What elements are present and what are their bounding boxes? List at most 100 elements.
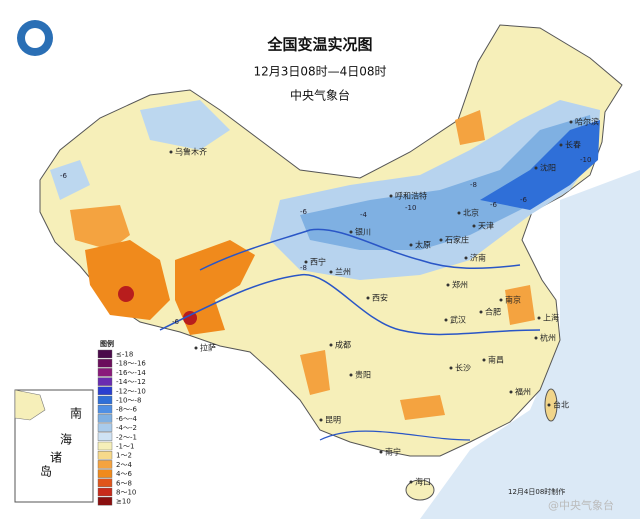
city-label: 银川 [355,227,371,237]
cool-region [50,160,90,200]
city-dot [534,166,538,170]
city-dot [499,298,503,302]
city-dot [464,256,468,260]
city-dot [349,230,353,234]
legend-label: -12～-10 [116,387,146,395]
station-value: -10 [580,156,591,164]
city-label: 上海 [543,313,559,323]
hot-spot [118,286,134,302]
legend-swatch [97,451,113,460]
city-dot [472,224,476,228]
warm-region [175,240,255,335]
city-label: 贵阳 [355,370,371,380]
river [319,430,471,441]
city-label: 福州 [515,388,531,397]
legend-label: 1～2 [116,452,132,460]
city-label: 南宁 [385,447,401,457]
city-label: 北京 [463,208,479,218]
legend-label: ≤-18 [116,351,133,359]
city-dot [457,211,461,215]
warm-region [400,395,445,420]
city-dot [366,296,370,300]
city-dot [409,480,413,484]
city-label: 沈阳 [540,163,556,173]
inset-frame [14,389,94,503]
inset-label: 南 [70,406,82,421]
warm-region [85,240,170,320]
labels: 乌鲁木齐拉萨西宁兰州银川呼和浩特太原石家庄北京天津济南郑州西安成都贵阳昆明南宁海… [60,117,599,487]
city-label: 台北 [553,400,569,410]
city-dot [509,390,513,394]
legend: ≤-18-18～-16-16～-14-14～-12-12～-10 -10～-8-8… [97,349,146,506]
strong-cool-region [480,120,600,210]
city-label: 昆明 [325,416,341,425]
legend-swatch [97,478,113,487]
city-dot [304,260,308,264]
inset-label: 岛 [40,464,52,479]
city-label: 哈尔滨 [575,117,599,127]
city-label: 武汉 [450,315,466,325]
inset-land [14,389,46,421]
city-label: 西宁 [310,257,326,267]
city-label: 乌鲁木齐 [175,147,207,157]
city-label: 太原 [415,240,431,250]
city-label: 成都 [335,340,351,350]
city-label: 长春 [565,140,581,150]
city-dot [329,343,333,347]
city-dot [547,403,551,407]
city-dot [319,418,323,422]
legend-swatch [97,423,113,432]
city-dot [479,310,483,314]
legend-swatch [97,441,113,451]
station-value: -6 [172,318,180,326]
city-dot [534,336,538,340]
city-dot [409,243,413,247]
city-label: 西安 [372,293,388,303]
station-value: -8 [470,181,477,189]
city-label: 郑州 [452,280,468,290]
legend-swatch [97,368,113,377]
footer: 12月4日08时制作 [508,487,565,496]
city-label: 呼和浩特 [395,191,427,201]
station-value: -8 [300,264,307,272]
legend-swatch [97,414,113,423]
legend-label: -6～-4 [116,415,138,423]
city-dot [444,318,448,322]
logo-inner [25,28,45,48]
legend-label: 6～8 [116,479,132,487]
city-label: 南京 [505,295,521,305]
legend-label: ≥10 [116,498,131,506]
city-dot [537,316,541,320]
city-label: 兰州 [335,267,351,277]
legend-label: -18～-16 [116,360,146,368]
city-dot [194,346,198,350]
hainan [405,479,435,501]
legend-label: -2～-1 [116,433,137,441]
legend-swatch [97,432,113,441]
station-value: -6 [520,196,528,204]
city-dot [449,366,453,370]
legend-label: 4～6 [116,470,132,478]
warm-region [70,205,130,250]
river [199,228,521,271]
station-value: -4 [360,211,368,219]
legend-label: -16～-14 [116,369,146,377]
inset-label: 诸 [50,451,62,465]
city-label: 济南 [470,253,486,263]
legend-label: -10～-8 [116,397,141,405]
city-label: 合肥 [485,307,501,317]
city-label: 杭州 [540,333,556,343]
legend-swatch [97,405,113,414]
legend-label: -4～-2 [116,424,137,432]
city-label: 海口 [415,477,431,487]
city-label: 南昌 [488,355,504,365]
legend-swatch [97,386,113,395]
legend-swatch [97,349,113,359]
city-dot [439,238,443,242]
city-dot [379,450,383,454]
legend-label: -8～-6 [116,406,138,414]
warm-region [455,110,485,145]
city-label: 天津 [478,221,494,231]
